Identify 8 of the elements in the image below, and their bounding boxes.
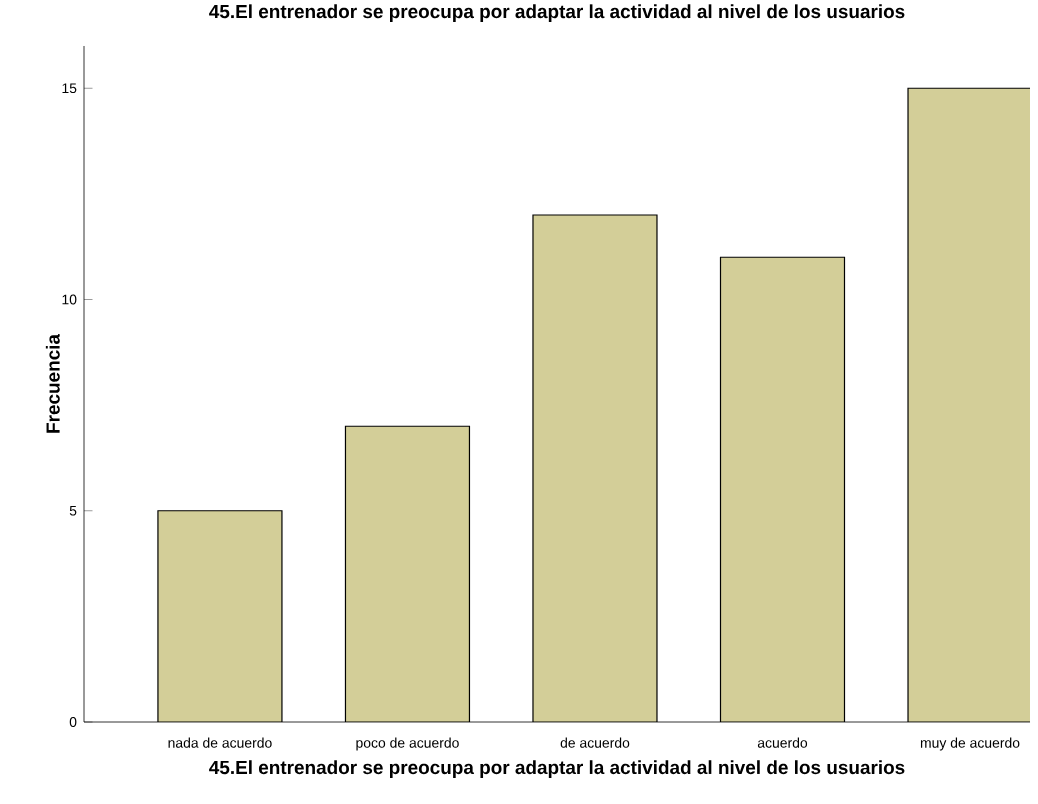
bar	[345, 426, 470, 722]
x-axis-title: 45.El entrenador se preocupa por adaptar la actividad al nivel de los usuarios	[209, 760, 905, 778]
bar	[720, 257, 845, 722]
y-axis-title: Frecuencia	[45, 333, 60, 433]
bar	[907, 87, 1031, 722]
chart-title: 45.El entrenador se preocupa por adaptar la actividad al nivel de los usuarios	[209, 4, 905, 22]
bar	[532, 215, 657, 722]
bar	[157, 510, 282, 722]
